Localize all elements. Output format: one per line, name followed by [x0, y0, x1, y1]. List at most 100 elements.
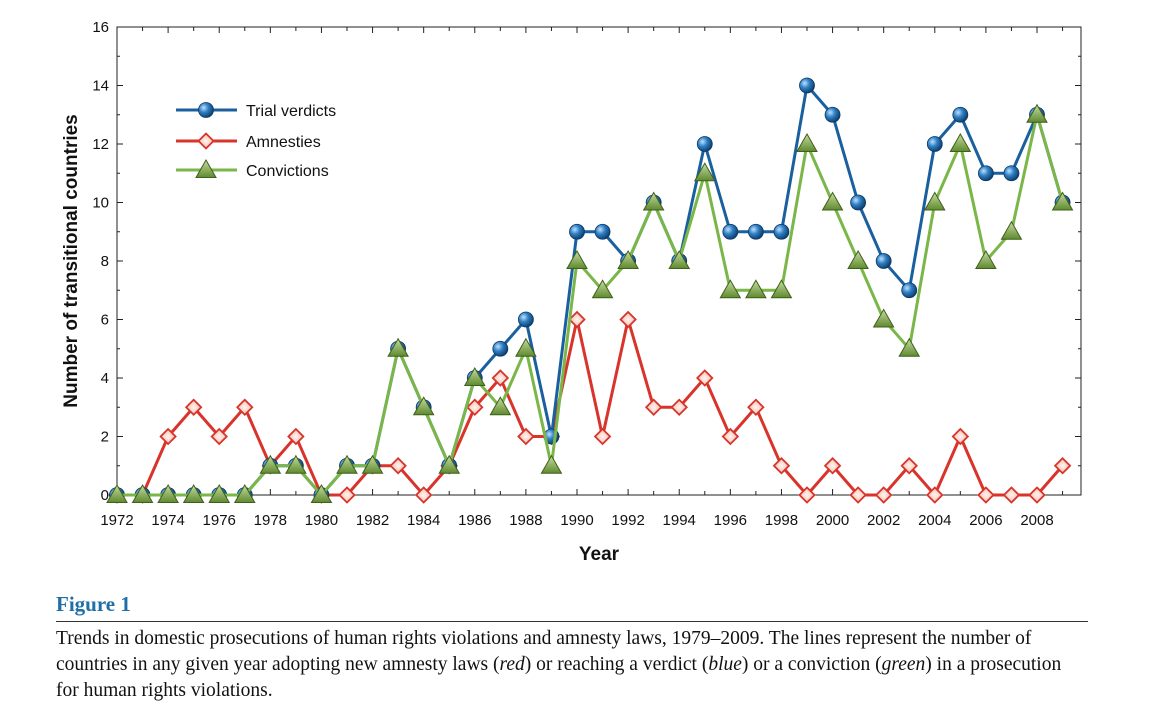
data-point-triangle	[847, 249, 869, 269]
data-point-diamond	[389, 456, 407, 475]
data-point-triangle	[566, 249, 588, 269]
legend-label: Convictions	[246, 163, 329, 180]
data-point-diamond	[926, 486, 944, 504]
x-tick-label: 1976	[203, 512, 236, 529]
data-point-circle	[594, 223, 611, 240]
caption-text-segment: ) in a prosecution for human rights viol…	[56, 654, 1062, 701]
data-point-diamond	[338, 486, 356, 504]
data-point-triangle	[131, 483, 154, 503]
data-point-triangle	[745, 279, 767, 299]
data-point-triangle	[208, 483, 231, 503]
figure-caption: Trends in domestic prosecutions of human…	[56, 626, 1088, 704]
legend-item: Trial verdicts	[176, 102, 336, 120]
x-tick-label: 1984	[407, 512, 440, 529]
x-tick-label: 1982	[356, 512, 389, 529]
figure-caption-block: Figure 1 Trends in domestic prosecutions…	[56, 592, 1088, 704]
legend-marker-circle	[198, 102, 214, 118]
line-chart: 1972 1974 1976 1978 1980 1982 1984 1986 1988 1990…	[61, 19, 1082, 565]
data-point-diamond	[466, 398, 484, 417]
series-amnesties	[108, 310, 1072, 504]
y-tick-label: 6	[101, 312, 109, 329]
data-point-circle	[492, 340, 509, 357]
x-tick-label: 2006	[969, 512, 1002, 529]
data-point-triangle	[668, 249, 691, 269]
legend-label: Trial verdicts	[246, 103, 336, 120]
y-tick-label: 14	[92, 78, 109, 95]
x-tick-label: 1978	[254, 512, 287, 529]
data-point-diamond	[798, 486, 816, 504]
data-point-diamond	[568, 310, 586, 329]
data-point-circle	[850, 194, 867, 211]
y-tick-label: 16	[92, 19, 109, 36]
data-point-triangle	[1026, 103, 1048, 123]
y-axis-title: Number of transitional countries	[61, 114, 82, 407]
legend-marker-triangle	[195, 158, 217, 178]
x-axis-title: Year	[579, 544, 620, 565]
y-tick-label: 10	[92, 195, 109, 212]
data-point-diamond	[1002, 486, 1021, 504]
data-point-diamond	[696, 369, 714, 387]
x-tick-label: 2002	[867, 512, 900, 529]
data-point-triangle	[438, 454, 461, 474]
data-point-triangle	[310, 483, 333, 503]
data-point-diamond	[414, 486, 433, 504]
x-tick-label: 1998	[765, 512, 798, 529]
data-point-triangle	[106, 483, 128, 503]
data-point-diamond	[593, 427, 612, 446]
series-convictions	[106, 103, 1074, 503]
x-tick-label: 2000	[816, 512, 849, 529]
data-point-triangle	[796, 132, 818, 152]
data-point-diamond	[823, 456, 842, 475]
data-point-triangle	[821, 191, 844, 211]
x-tick-label: 1990	[560, 512, 593, 529]
data-point-circle	[747, 223, 764, 240]
data-point-triangle	[336, 454, 358, 474]
data-point-diamond	[670, 398, 688, 417]
data-point-triangle	[591, 279, 614, 299]
data-point-diamond	[772, 456, 791, 475]
data-point-diamond	[236, 398, 254, 417]
caption-text-segment: ) or a conviction (	[741, 654, 882, 675]
x-tick-label: 1980	[305, 512, 338, 529]
data-point-diamond	[1053, 456, 1072, 475]
axis-ticks: 1972 1974 1976 1978 1980 1982 1984 1986 1988 1990…	[92, 19, 1081, 529]
data-point-triangle	[975, 249, 997, 269]
data-point-diamond	[747, 398, 765, 417]
data-point-diamond	[184, 398, 203, 417]
data-point-triangle	[387, 337, 409, 357]
data-point-circle	[901, 282, 918, 299]
data-point-triangle	[182, 483, 205, 503]
data-point-diamond	[951, 427, 970, 446]
data-point-circle	[875, 253, 892, 269]
y-tick-label: 8	[101, 253, 109, 270]
series-line	[117, 318, 1064, 497]
data-point-circle	[824, 106, 841, 123]
legend: Trial verdicts Amnesties Convictions	[176, 102, 336, 180]
legend-label: Amnesties	[246, 134, 321, 151]
data-point-circle	[696, 136, 713, 152]
data-point-triangle	[361, 454, 384, 474]
data-point-triangle	[770, 279, 793, 299]
y-tick-label: 12	[92, 136, 109, 153]
caption-text-segment: Trends in domestic prosecutions of human…	[56, 628, 1032, 675]
x-tick-label: 1972	[100, 512, 133, 529]
legend-marker-diamond	[197, 132, 215, 150]
y-tick-label: 4	[101, 370, 109, 387]
data-point-triangle	[898, 337, 921, 357]
data-point-triangle	[719, 279, 742, 299]
y-tick-label: 0	[101, 487, 109, 504]
data-point-circle	[926, 136, 943, 152]
data-point-circle	[722, 223, 739, 240]
data-point-diamond	[874, 486, 893, 504]
data-point-diamond	[1028, 486, 1046, 504]
data-point-triangle	[489, 396, 512, 416]
data-point-diamond	[210, 427, 228, 446]
data-point-diamond	[159, 427, 177, 446]
data-point-triangle	[693, 162, 716, 182]
caption-text-segment: ) or reaching a verdict (	[524, 654, 709, 675]
data-point-triangle	[515, 337, 537, 357]
data-point-diamond	[491, 369, 510, 387]
series-group	[106, 77, 1074, 504]
caption-italic-word: green	[881, 654, 926, 675]
y-tick-label: 2	[101, 429, 109, 446]
